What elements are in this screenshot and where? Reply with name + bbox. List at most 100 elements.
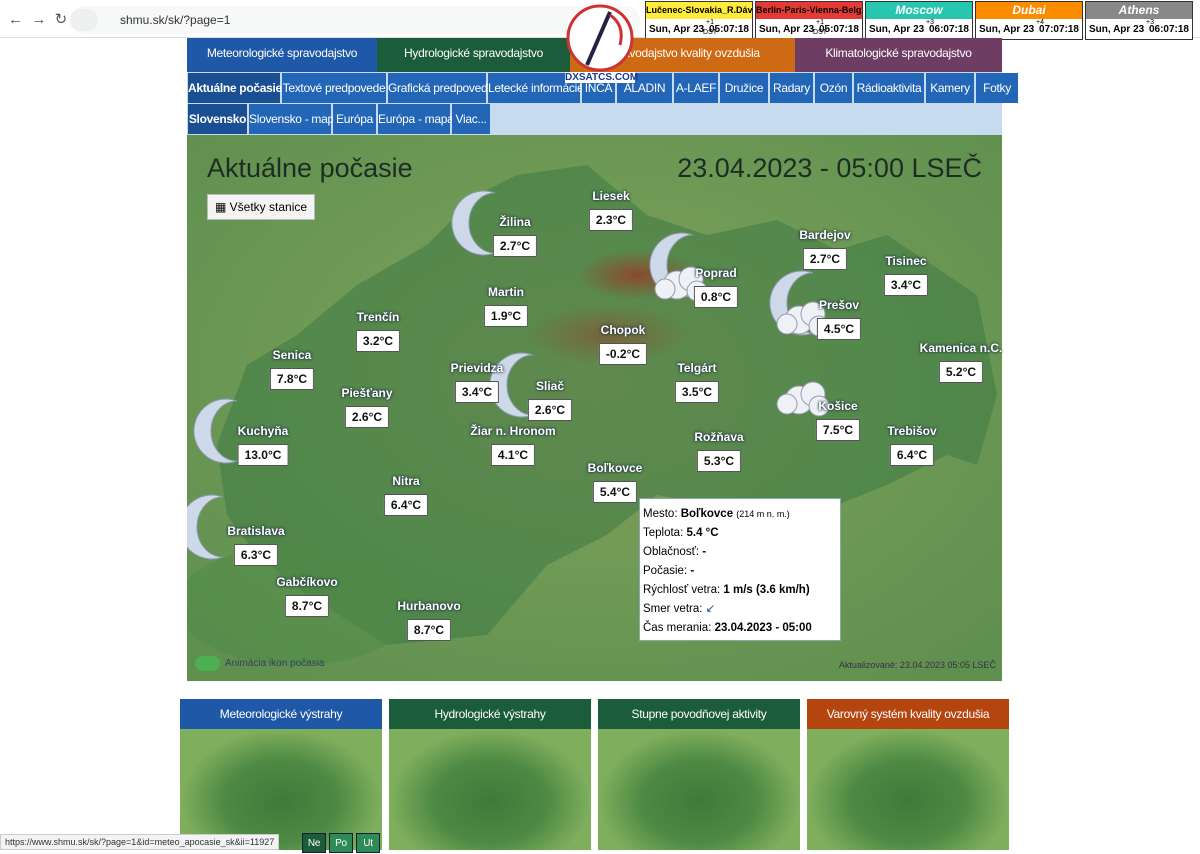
map-title: Aktuálne počasie [207, 153, 413, 183]
panel-header[interactable]: Meteorologické výstrahy [180, 699, 382, 729]
station-name[interactable]: Bratislava [227, 524, 285, 538]
station-temp[interactable]: 5.3°C [696, 450, 742, 472]
station-name[interactable]: Piešťany [341, 386, 393, 400]
station-name[interactable]: Sliač [535, 379, 565, 393]
sub-tab[interactable]: Aktuálne počasie [188, 73, 282, 103]
station-name[interactable]: Trenčín [356, 310, 400, 324]
station-name[interactable]: Liesek [592, 189, 630, 203]
station-temp[interactable]: 4.5°C [816, 318, 862, 340]
toggle-label[interactable]: Animácia ikon počasia [225, 658, 325, 669]
station-name[interactable]: Trebišov [887, 424, 937, 438]
station-temp[interactable]: 2.7°C [492, 235, 538, 257]
tooltip-row: Oblačnosť: - [643, 543, 837, 562]
station-temp[interactable]: 3.4°C [454, 381, 500, 403]
station-temp[interactable]: 1.9°C [483, 305, 529, 327]
station-temp[interactable]: 8.7°C [284, 595, 330, 617]
station-name[interactable]: Boľkovce [587, 461, 643, 475]
station-name[interactable]: Tisinec [885, 254, 927, 268]
panel-header[interactable]: Varovný systém kvality ovzdušia [807, 699, 1009, 729]
station-temp[interactable]: 2.7°C [802, 248, 848, 270]
station-name[interactable]: Gabčíkovo [276, 575, 338, 589]
clock-offset: +3 [926, 19, 934, 26]
station-name[interactable]: Nitra [392, 474, 420, 488]
main-tab[interactable]: Hydrologické spravodajstvo [377, 38, 570, 72]
clock-city: Athens [1086, 2, 1192, 19]
station-name[interactable]: Chopok [600, 323, 646, 337]
station-name[interactable]: Prievidza [450, 361, 504, 375]
station-name[interactable]: Rožňava [694, 430, 744, 444]
station-temp[interactable]: 6.3°C [233, 544, 279, 566]
panel-map[interactable] [389, 729, 591, 850]
clock-city: Moscow [866, 2, 972, 19]
region-tab[interactable]: Slovensko - mapa [249, 104, 341, 134]
main-tab[interactable]: Klimatologické spravodajstvo [795, 38, 1002, 72]
day-button[interactable]: Ne [302, 833, 326, 853]
station-temp[interactable]: 5.2°C [938, 361, 984, 383]
clock-time: 05:07:18 [708, 24, 749, 35]
station-temp[interactable]: 6.4°C [383, 494, 429, 516]
moon-icon [187, 494, 224, 560]
station-name[interactable]: Martin [488, 285, 524, 299]
day-button[interactable]: Ut [356, 833, 380, 853]
station-temp[interactable]: 0.8°C [693, 286, 739, 308]
sub-tab[interactable]: Rádioaktivita [854, 73, 924, 103]
station-name[interactable]: Košice [818, 399, 858, 413]
sub-tab[interactable]: Textové predpovede [282, 73, 386, 103]
station-name[interactable]: Prešov [818, 298, 860, 312]
clock-dst: DST [813, 29, 827, 36]
panel-header[interactable]: Hydrologické výstrahy [389, 699, 591, 729]
station-name[interactable]: Žilina [499, 215, 531, 229]
region-tab[interactable]: Slovensko [188, 104, 247, 134]
tooltip-label: Teplota: [643, 527, 684, 539]
panel-header[interactable]: Stupne povodňovej aktivity [598, 699, 800, 729]
panel-map[interactable] [807, 729, 1009, 850]
region-tab[interactable]: Európa - mapa [378, 104, 454, 134]
nav-icons[interactable]: ← → ↻ [8, 11, 68, 28]
station-temp[interactable]: -0.2°C [598, 343, 648, 365]
tooltip-label: Čas merania: [643, 622, 712, 634]
sub-tab[interactable]: A-LAEF [674, 73, 718, 103]
sub-tab[interactable]: Družice [720, 73, 768, 103]
station-name[interactable]: Senica [272, 348, 312, 362]
clock-date: Sun, Apr 23 [1089, 24, 1145, 35]
station-name[interactable]: Kamenica n.C. [919, 341, 1003, 355]
panel-map[interactable] [180, 729, 382, 850]
station-temp[interactable]: 13.0°C [237, 444, 289, 466]
toggle-switch[interactable] [195, 656, 220, 671]
url[interactable]: shmu.sk/sk/?page=1 [120, 13, 231, 27]
station-temp[interactable]: 8.7°C [406, 619, 452, 641]
region-tab[interactable]: Európa [333, 104, 376, 134]
panel-map[interactable] [598, 729, 800, 850]
station-temp[interactable]: 6.4°C [889, 444, 935, 466]
station-name[interactable]: Kuchyňa [237, 424, 289, 438]
station-temp[interactable]: 2.6°C [344, 406, 390, 428]
sub-tab[interactable]: Kamery [926, 73, 974, 103]
station-temp[interactable]: 2.6°C [527, 399, 573, 421]
sub-tab[interactable]: Ozón [815, 73, 852, 103]
sub-tab[interactable]: Letecké informácie [488, 73, 584, 103]
station-name[interactable]: Bardejov [799, 228, 851, 242]
station-temp[interactable]: 7.5°C [815, 419, 861, 441]
all-stations-button[interactable]: ▦ Všetky stanice [207, 194, 316, 220]
tooltip-row: Rýchlosť vetra: 1 m/s (3.6 km/h) [643, 581, 837, 600]
station-name[interactable]: Hurbanovo [397, 599, 461, 613]
station-name[interactable]: Telgárt [677, 361, 717, 375]
main-tab[interactable]: Meteorologické spravodajstvo [187, 38, 377, 72]
station-temp[interactable]: 2.3°C [588, 209, 634, 231]
station-temp[interactable]: 5.4°C [592, 481, 638, 503]
sub-tab[interactable]: Fotky [976, 73, 1018, 103]
sub-tab[interactable]: Radary [770, 73, 813, 103]
region-tab[interactable]: Viac... [452, 104, 490, 134]
address-field[interactable] [70, 6, 640, 34]
station-temp[interactable]: 3.2°C [355, 330, 401, 352]
station-temp[interactable]: 3.4°C [883, 274, 929, 296]
station-temp[interactable]: 7.8°C [269, 368, 315, 390]
station-name[interactable]: Žiar n. Hronom [470, 424, 556, 438]
button-label[interactable]: Všetky stanice [229, 200, 308, 214]
station-name[interactable]: Poprad [695, 266, 737, 280]
station-temp[interactable]: 3.5°C [674, 381, 720, 403]
sub-tab[interactable]: Grafická predpoveď [388, 73, 488, 103]
day-button[interactable]: Po [329, 833, 353, 853]
station-temp[interactable]: 4.1°C [490, 444, 536, 466]
tooltip-value: 1 m/s (3.6 km/h) [723, 584, 810, 596]
